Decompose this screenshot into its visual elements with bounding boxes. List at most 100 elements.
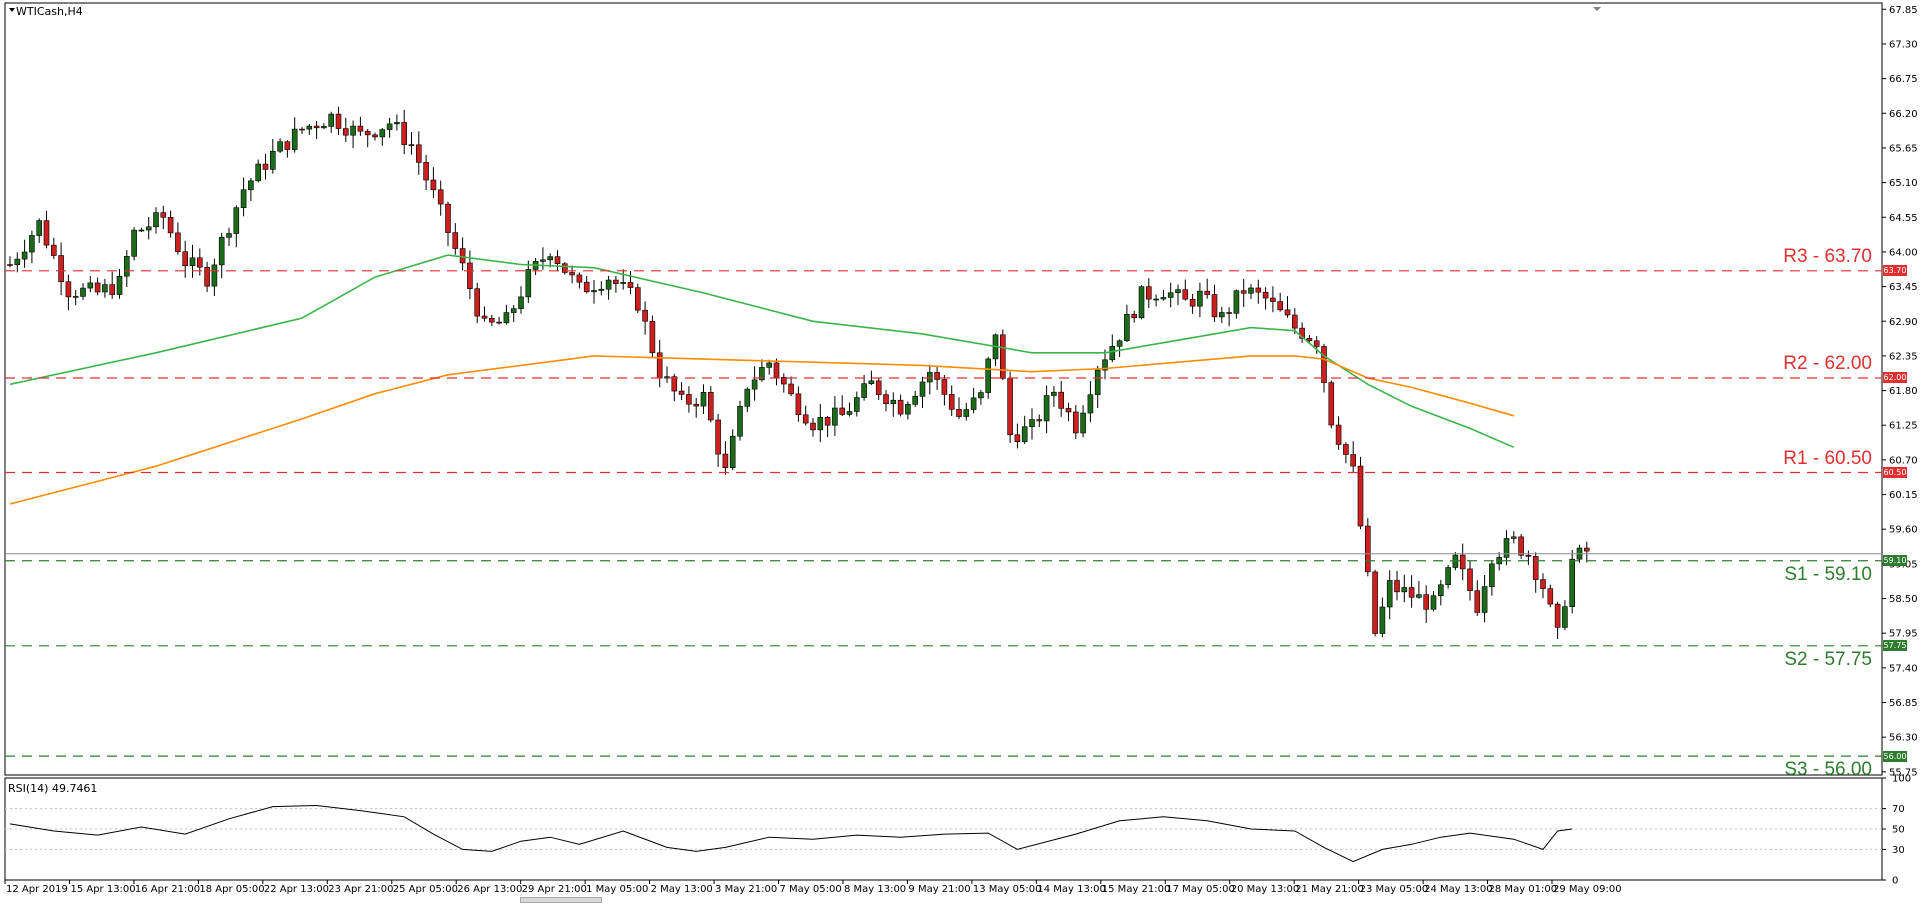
candle bbox=[780, 373, 787, 393]
candle bbox=[1211, 284, 1218, 322]
chart-marker-icon bbox=[1593, 7, 1601, 11]
candle bbox=[160, 205, 167, 230]
candle-body bbox=[656, 352, 663, 379]
candle-body bbox=[1335, 424, 1342, 445]
candle-body bbox=[1233, 290, 1240, 314]
candle bbox=[1343, 442, 1349, 464]
candle-body bbox=[1131, 313, 1137, 319]
candle-body bbox=[1240, 290, 1247, 294]
candle-body bbox=[1313, 340, 1320, 347]
price-tag-r2: 62.00 bbox=[1883, 372, 1907, 384]
candle-body bbox=[1094, 369, 1101, 396]
candle-body bbox=[80, 287, 86, 297]
x-tick-label: 21 May 21:00 bbox=[1295, 884, 1364, 895]
candle-body bbox=[875, 380, 882, 395]
chart-title: WTICash,H4 bbox=[16, 5, 83, 18]
candle-body bbox=[620, 282, 627, 284]
candle-body bbox=[978, 392, 984, 399]
candle bbox=[824, 415, 831, 438]
candle-body bbox=[1386, 580, 1393, 608]
candle-body bbox=[671, 376, 678, 392]
candle-body bbox=[547, 256, 554, 261]
candle-body bbox=[7, 264, 13, 266]
y-tick-label: 57.95 bbox=[1889, 629, 1918, 640]
candle-body bbox=[1525, 554, 1532, 557]
candle bbox=[722, 441, 729, 475]
candle bbox=[226, 227, 232, 247]
y-axis: 67.85 67.30 66.75 66.20 65.65 65.10 64.55 64.00… bbox=[1882, 5, 1918, 778]
candle bbox=[116, 268, 123, 299]
candle bbox=[1167, 282, 1174, 308]
candle-body bbox=[364, 130, 371, 136]
candle-body bbox=[1226, 312, 1232, 314]
candle-body bbox=[510, 308, 517, 313]
x-tick-label: 12 Apr 2019 bbox=[6, 884, 68, 895]
candle bbox=[415, 131, 422, 175]
candle bbox=[313, 121, 320, 140]
candle bbox=[905, 401, 911, 420]
candle-body bbox=[1219, 312, 1225, 318]
candle bbox=[240, 177, 247, 217]
x-tick-label: 23 May 05:00 bbox=[1360, 884, 1429, 895]
candle bbox=[853, 391, 860, 417]
candle-body bbox=[1554, 603, 1561, 628]
candle-body bbox=[1562, 606, 1568, 628]
candle bbox=[956, 397, 962, 420]
candle-body bbox=[1518, 536, 1524, 556]
candle-body bbox=[182, 251, 188, 267]
candle-body bbox=[766, 362, 773, 368]
ma-fast-line bbox=[9, 254, 1515, 449]
candle-body bbox=[1204, 290, 1210, 295]
candle-body bbox=[1116, 340, 1123, 347]
candle-body bbox=[160, 212, 167, 218]
candle-body bbox=[445, 203, 451, 233]
candle-body bbox=[722, 453, 729, 469]
horizontal-scrollbar-thumb[interactable] bbox=[520, 897, 602, 903]
y-tick-label: 55.75 bbox=[1889, 767, 1918, 778]
candle bbox=[1197, 282, 1203, 318]
candle bbox=[934, 366, 940, 391]
candle-body bbox=[561, 263, 568, 273]
y-tick-label: 56.85 bbox=[1889, 698, 1918, 709]
candle-body bbox=[729, 435, 736, 469]
candle-body bbox=[14, 258, 21, 266]
price-tag-s3: 56.00 bbox=[1883, 750, 1907, 762]
candle bbox=[1058, 380, 1064, 417]
candle bbox=[1554, 601, 1561, 640]
y-tick-label: 67.30 bbox=[1889, 39, 1918, 50]
candle-body bbox=[627, 282, 634, 288]
candle bbox=[496, 316, 502, 325]
candle bbox=[218, 232, 225, 279]
candle-body bbox=[642, 309, 648, 322]
candle bbox=[437, 180, 444, 216]
candle bbox=[883, 390, 889, 412]
candle bbox=[1073, 405, 1079, 440]
candle bbox=[1175, 284, 1181, 306]
candle bbox=[729, 429, 736, 471]
candle bbox=[401, 109, 408, 155]
candle-body bbox=[36, 220, 43, 236]
candle bbox=[737, 400, 743, 441]
chevron-down-icon[interactable] bbox=[9, 8, 15, 12]
x-tick-label: 29 May 09:00 bbox=[1553, 884, 1622, 895]
candle-body bbox=[386, 123, 393, 130]
candle-body bbox=[72, 296, 79, 298]
candle bbox=[14, 252, 21, 273]
candle bbox=[102, 278, 108, 298]
candle bbox=[1153, 294, 1159, 307]
candle-body bbox=[321, 126, 327, 129]
candle-body bbox=[430, 179, 437, 191]
candle-body bbox=[773, 362, 780, 378]
candle bbox=[620, 269, 627, 290]
candle-body bbox=[1248, 287, 1254, 294]
candle bbox=[1284, 296, 1291, 318]
candle-body bbox=[350, 125, 356, 136]
candle bbox=[342, 117, 349, 143]
y-tick-label: 67.85 bbox=[1889, 5, 1918, 16]
candle-body bbox=[153, 212, 159, 228]
candle-body bbox=[269, 150, 276, 170]
candle-body bbox=[1365, 525, 1371, 573]
candle-body bbox=[1416, 594, 1422, 598]
candle-body bbox=[970, 397, 977, 410]
